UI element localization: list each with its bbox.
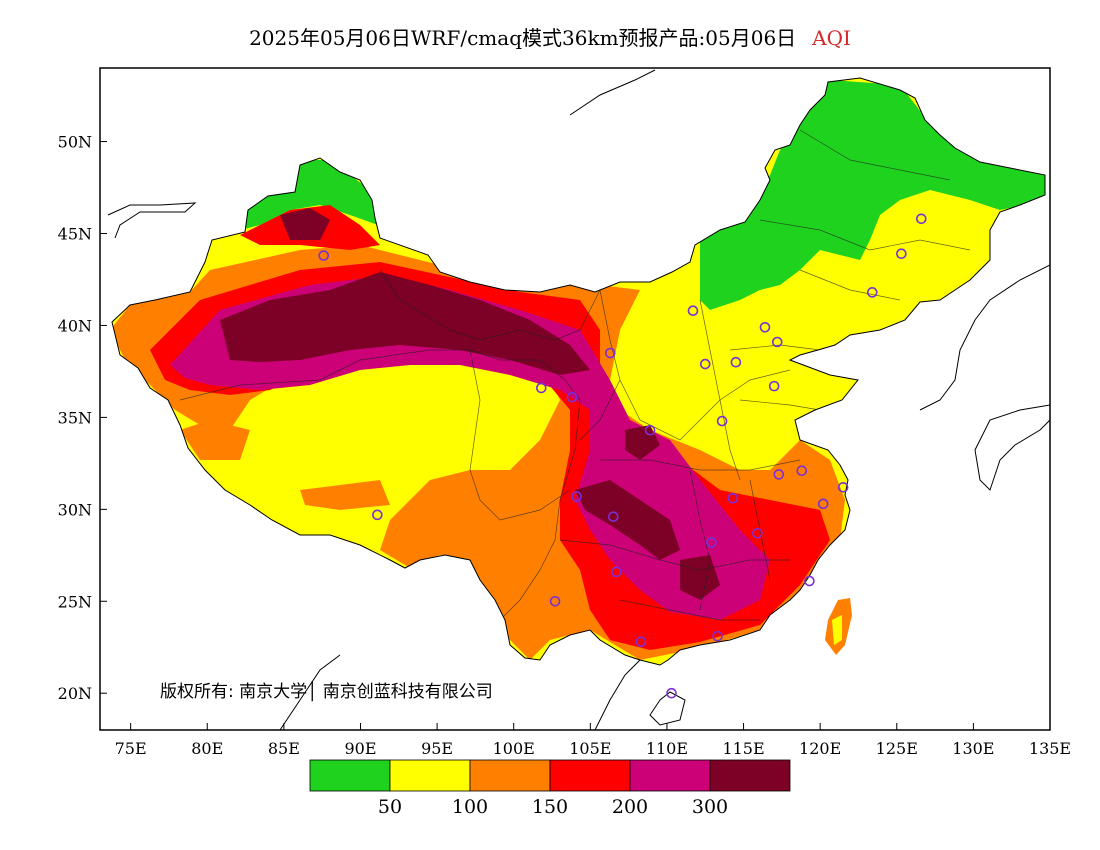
station-marker (817, 498, 829, 510)
title-variable: AQI (812, 26, 851, 50)
lat-tick-label: 45N (58, 225, 92, 244)
lat-axis: 20N 25N 30N 35N 40N 45N 50N (58, 133, 107, 703)
legend-label: 200 (612, 796, 648, 818)
station-marker (644, 424, 656, 436)
station-marker (372, 509, 383, 521)
station-marker (318, 250, 330, 261)
lat-tick-label: 20N (58, 684, 92, 703)
station-marker (666, 687, 677, 699)
station-marker (796, 465, 808, 477)
lon-tick-label: 135E (1029, 739, 1071, 758)
lon-tick-label: 80E (191, 739, 223, 758)
station-marker (699, 358, 711, 370)
station-marker (716, 415, 728, 427)
station-marker (604, 347, 616, 359)
legend-label: 300 (692, 796, 728, 818)
station-marker (727, 492, 739, 504)
station-marker (687, 305, 699, 317)
station-marker (759, 321, 771, 333)
lon-tick-label: 75E (115, 739, 147, 758)
station-marker (611, 566, 622, 578)
legend-swatch (629, 759, 711, 792)
lon-tick-label: 115E (722, 739, 764, 758)
station-marker (837, 481, 849, 493)
aqi-contour-field (112, 78, 1045, 665)
lon-tick-label: 130E (952, 739, 994, 758)
station-marker (566, 391, 578, 403)
lat-tick-label: 25N (58, 592, 92, 611)
legend-swatch (309, 759, 391, 792)
copyright-text: 版权所有: 南京大学│ 南京创蓝科技有限公司 (160, 681, 493, 702)
lat-tick-label: 50N (58, 133, 92, 152)
lat-tick-label: 30N (58, 500, 92, 519)
lon-axis: 75E 80E 85E 90E 95E 100E 105E 110E 115E 120E 125E 1… (115, 723, 1071, 758)
legend-swatch (469, 759, 551, 792)
legend-label: 100 (452, 796, 488, 818)
lon-tick-label: 105E (569, 739, 611, 758)
station-marker (804, 575, 815, 587)
station-marker (549, 595, 561, 607)
legend-label: 50 (378, 796, 402, 818)
legend-swatch (709, 759, 791, 792)
lon-tick-label: 110E (646, 739, 688, 758)
station-marker (768, 380, 780, 392)
title-main: 2025年05月06日WRF/cmaq模式36km预报产品:05月06日 (249, 26, 797, 50)
lon-tick-label: 85E (268, 739, 300, 758)
station-marker (571, 491, 582, 502)
province-boundaries (179, 129, 971, 621)
legend-swatch (549, 759, 631, 792)
lon-tick-label: 90E (344, 739, 376, 758)
station-marker (608, 511, 619, 522)
station-marker (915, 213, 927, 225)
map-frame (99, 67, 1051, 731)
station-marker (535, 382, 547, 394)
station-markers (318, 213, 927, 699)
station-marker (771, 336, 783, 348)
coastline-lines (107, 69, 1050, 730)
lon-tick-label: 95E (421, 739, 453, 758)
station-marker (706, 537, 717, 548)
lon-tick-label: 125E (876, 739, 918, 758)
lat-tick-label: 35N (58, 408, 92, 427)
lon-tick-label: 100E (493, 739, 535, 758)
station-marker (635, 636, 647, 648)
station-marker (866, 287, 878, 298)
station-marker (730, 356, 742, 368)
station-marker (773, 469, 785, 480)
station-marker (712, 630, 723, 642)
chart-title: 2025年05月06日WRF/cmaq模式36km预报产品:05月06日 AQI (0, 22, 1100, 51)
station-marker (896, 248, 907, 260)
legend-swatch (389, 759, 471, 792)
aqi-legend: 50 100 150 200 300 (309, 759, 791, 818)
station-marker (752, 527, 763, 539)
legend-label: 150 (532, 796, 568, 818)
lat-tick-label: 40N (58, 316, 92, 335)
lon-tick-label: 120E (799, 739, 841, 758)
